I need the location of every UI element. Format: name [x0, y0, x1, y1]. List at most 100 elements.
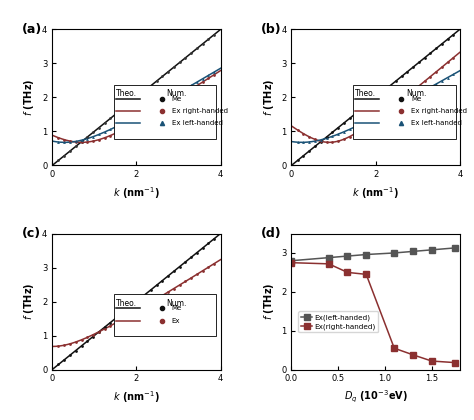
Text: (d): (d) — [261, 227, 282, 240]
Point — [300, 130, 307, 137]
Point — [305, 148, 313, 155]
Point — [176, 93, 183, 100]
Point — [317, 136, 325, 143]
Point — [415, 90, 423, 97]
Point — [158, 277, 166, 284]
Point — [78, 139, 85, 146]
Point — [136, 111, 143, 118]
Point — [386, 106, 394, 113]
Text: Ex right-handed: Ex right-handed — [172, 108, 228, 114]
Ex(right-handed) — [364, 272, 369, 277]
Text: Me: Me — [172, 305, 182, 311]
Point — [147, 82, 155, 89]
Point — [205, 72, 212, 79]
Y-axis label: $f$ (THz): $f$ (THz) — [262, 283, 275, 320]
Point — [187, 50, 195, 57]
Point — [193, 45, 201, 52]
Point — [176, 282, 183, 289]
Ex(right-handed) — [452, 360, 458, 365]
Point — [124, 313, 131, 320]
Point — [323, 135, 330, 142]
Point — [158, 292, 166, 299]
Point — [193, 271, 201, 278]
Point — [374, 114, 382, 121]
Point — [107, 126, 114, 133]
Point — [210, 235, 218, 242]
Point — [381, 87, 388, 94]
Point — [72, 138, 80, 145]
Point — [78, 336, 85, 343]
Point — [450, 54, 457, 61]
Point — [170, 64, 178, 71]
Text: Num.: Num. — [406, 89, 426, 98]
Point — [107, 115, 114, 122]
Line: Ex(right-handed): Ex(right-handed) — [289, 260, 458, 365]
Point — [323, 139, 330, 146]
Point — [78, 137, 85, 144]
Point — [170, 92, 178, 99]
Point — [444, 74, 451, 81]
Point — [130, 121, 137, 127]
Point — [112, 319, 120, 326]
Point — [409, 87, 417, 94]
Point — [369, 115, 376, 122]
Point — [323, 134, 330, 140]
Point — [107, 319, 114, 326]
Point — [317, 138, 325, 144]
Ex(left-handed) — [326, 255, 332, 260]
Point — [392, 78, 400, 84]
Point — [205, 264, 212, 270]
Point — [438, 64, 446, 71]
Point — [101, 129, 109, 135]
Text: Ex left-handed: Ex left-handed — [411, 120, 462, 126]
Point — [83, 338, 91, 344]
Ex(right-handed) — [429, 359, 435, 364]
Point — [136, 118, 143, 124]
Point — [363, 123, 371, 129]
Point — [210, 68, 218, 75]
Point — [409, 93, 417, 100]
Point — [193, 82, 201, 89]
Point — [170, 97, 178, 103]
FancyBboxPatch shape — [353, 84, 456, 139]
Text: Theo.: Theo. — [355, 89, 376, 98]
Point — [158, 104, 166, 110]
Point — [352, 130, 359, 137]
Point — [176, 59, 183, 66]
Point — [66, 138, 74, 144]
Point — [305, 134, 313, 140]
Point — [193, 79, 201, 86]
Point — [381, 109, 388, 116]
Point — [450, 71, 457, 78]
Point — [141, 302, 149, 309]
Point — [182, 278, 189, 285]
Point — [294, 157, 301, 164]
Point — [89, 138, 97, 144]
Point — [95, 131, 103, 138]
FancyBboxPatch shape — [114, 84, 216, 139]
Point — [311, 138, 319, 144]
Point — [141, 291, 149, 298]
Point — [311, 143, 319, 150]
Point — [66, 341, 74, 347]
Point — [374, 92, 382, 98]
Ex(right-handed) — [410, 352, 416, 357]
Point — [398, 97, 405, 103]
Point — [72, 347, 80, 354]
Point — [187, 86, 195, 93]
Point — [294, 139, 301, 146]
Point — [205, 240, 212, 247]
Point — [55, 361, 62, 368]
Text: Ex: Ex — [172, 318, 180, 324]
Point — [421, 55, 428, 61]
Point — [381, 110, 388, 117]
Point — [210, 260, 218, 267]
Text: Me: Me — [411, 96, 421, 102]
Point — [187, 254, 195, 261]
Point — [112, 123, 120, 130]
Point — [305, 139, 313, 145]
Point — [78, 138, 85, 145]
Point — [317, 138, 325, 145]
Point — [386, 82, 394, 89]
Point — [55, 134, 62, 141]
